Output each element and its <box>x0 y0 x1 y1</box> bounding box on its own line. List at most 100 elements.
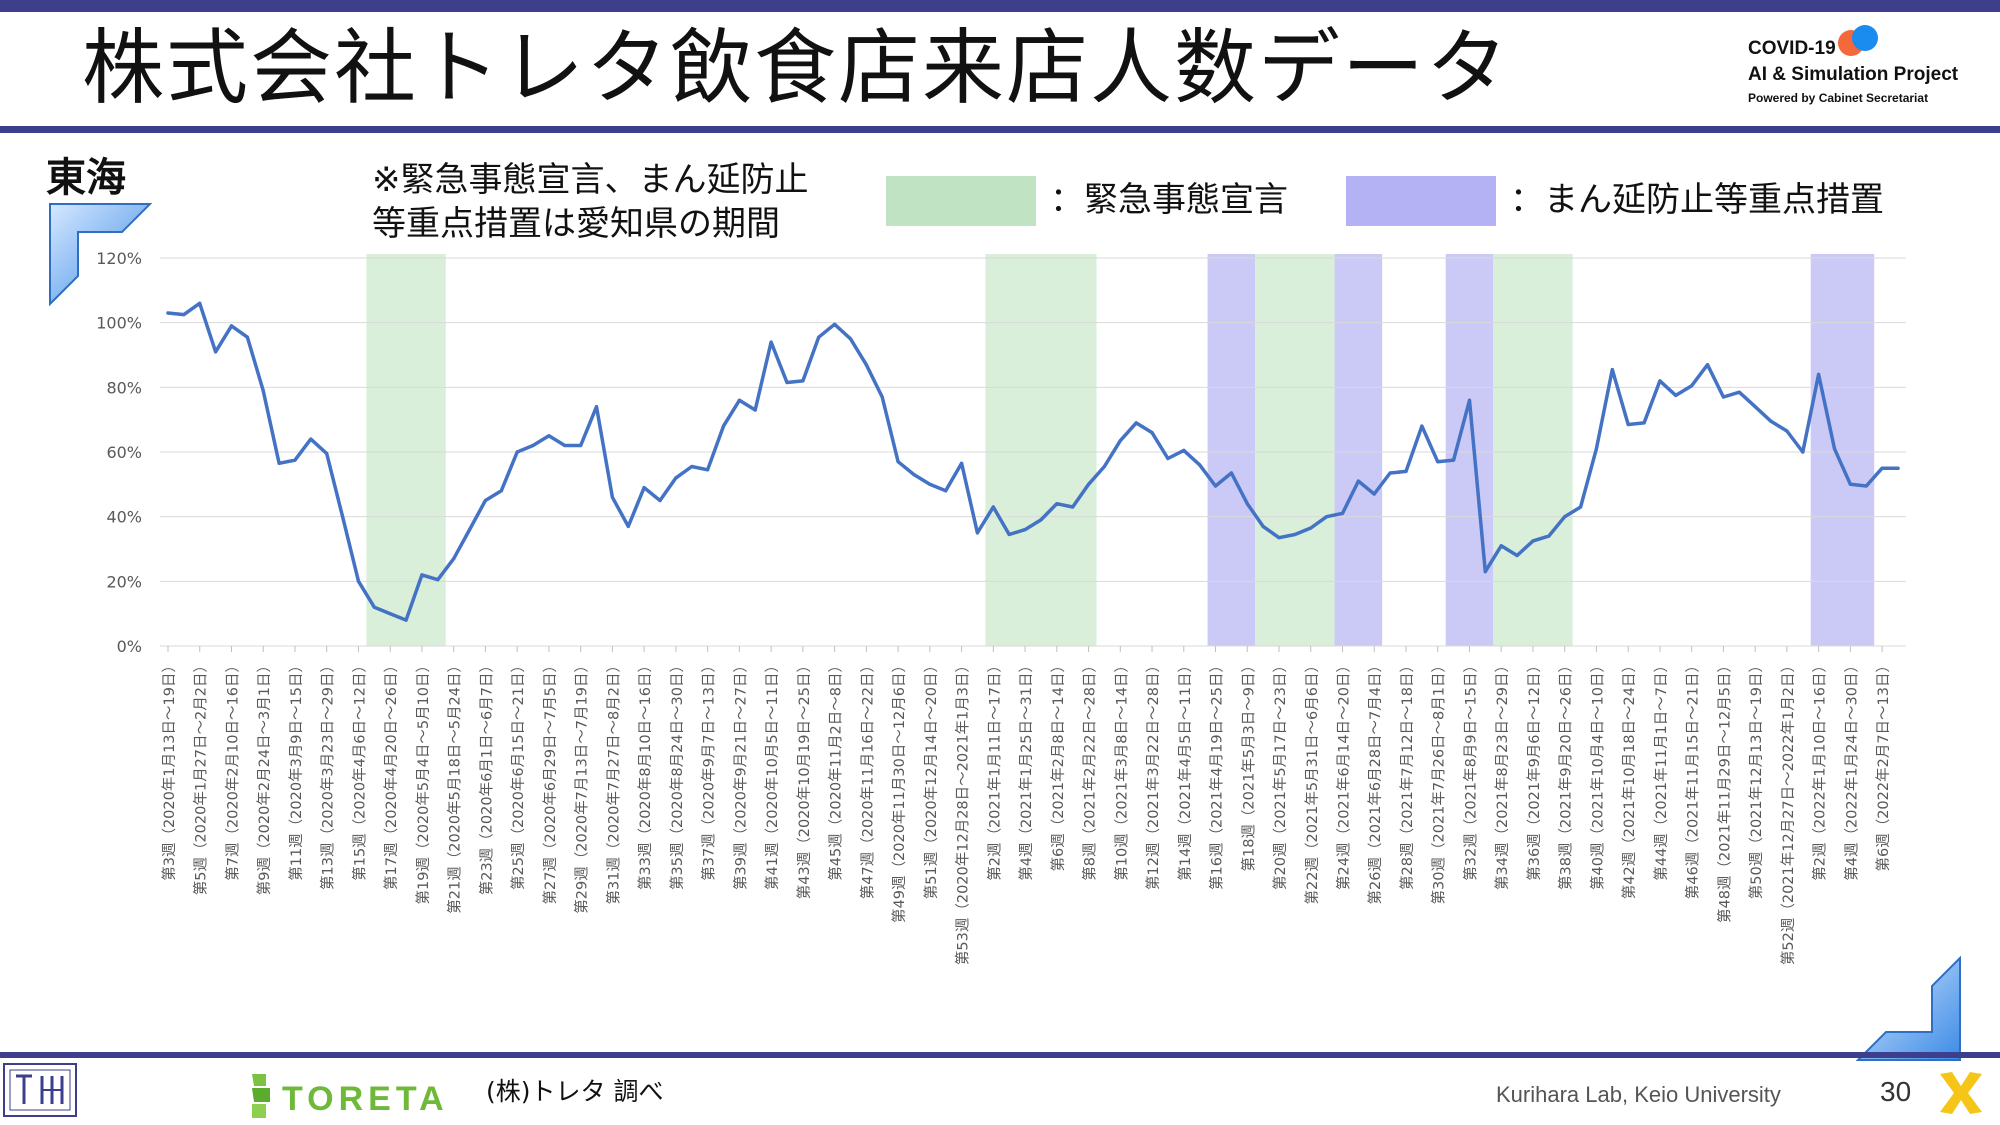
chart-x-tick-label: 第20週（2021年5月17日～23日） <box>1271 658 1289 890</box>
chart-point <box>1578 505 1583 509</box>
chart-x-tick-label: 第49週（2020年11月30日～12月6日） <box>890 658 908 923</box>
chart-point <box>325 452 329 456</box>
chart-point <box>610 495 615 499</box>
chart-x-tick-label: 第40週（2021年10月4日～10日） <box>1588 658 1606 890</box>
chart-point <box>261 388 265 393</box>
chart-point <box>769 340 773 344</box>
chart-x-tick-label: 第45週（2020年11月2日～8日） <box>827 658 845 881</box>
chart-point <box>356 579 361 583</box>
chart-points <box>166 301 1900 622</box>
chart-point <box>1007 532 1011 537</box>
chart-band-priority-2 <box>1207 254 1256 646</box>
chart-x-tick-label: 第2週（2021年1月11日～17日） <box>985 658 1003 881</box>
chart-point <box>579 443 583 448</box>
chart-point <box>1769 419 1773 423</box>
chart-point <box>277 461 281 465</box>
chart-point <box>1499 544 1503 548</box>
chart-point <box>563 443 567 448</box>
chart-x-tick-label: 第48週（2021年11月29日～12月5日） <box>1715 658 1733 923</box>
chart-x-tick-label: 第23週（2020年6月1日～6月7日） <box>477 658 495 895</box>
chart-x-tick-label: 第8週（2021年2月22日～28日） <box>1081 658 1099 881</box>
chart-point <box>1705 363 1710 367</box>
project-name-line1: COVID-19 <box>1748 38 1836 59</box>
chart-point <box>1309 526 1313 530</box>
region-label: 東海 <box>46 155 126 201</box>
toreta-leaf-icon <box>252 1074 270 1118</box>
chart-y-tick-label: 20% <box>106 572 142 591</box>
chart-point <box>1055 502 1059 506</box>
chart-x-tick-label: 第24週（2021年6月14日～20日） <box>1334 658 1352 890</box>
chart-x-tick-label: 第42週（2021年10月18日～24日） <box>1620 658 1638 899</box>
top-accent-bar <box>0 0 2000 12</box>
chart-band-emergency-6 <box>1493 254 1573 646</box>
chart-point <box>1198 463 1202 467</box>
chart-point <box>1515 553 1519 558</box>
chart-point <box>1420 424 1424 428</box>
chart-point <box>1356 479 1360 483</box>
chart-x-tick-label: 第10週（2021年3月8日～14日） <box>1112 658 1130 881</box>
chart-y-axis: 0% 20% 40% 60% 80% 100% 120% <box>96 249 142 656</box>
chart-x-tick-label: 第53週（2020年12月28日～2021年1月3日） <box>954 658 972 965</box>
chart-x-tick-label: 第19週（2020年5月4日～5月10日） <box>414 658 432 904</box>
chart-point <box>1388 471 1392 475</box>
chart-point <box>1896 466 1900 470</box>
legend-priority-label: ：まん延防止等重点措置 <box>1510 180 1884 220</box>
chart-point <box>1753 405 1757 409</box>
chart-point <box>1594 447 1599 451</box>
chart-point <box>452 557 456 561</box>
chart-point <box>531 443 535 448</box>
chart-point <box>1229 471 1233 475</box>
chart-point <box>293 458 297 462</box>
chart-x-tick-label: 第3週（2020年1月13日～19日） <box>160 658 178 881</box>
chart-point <box>1547 534 1551 538</box>
chart-point <box>1039 518 1043 522</box>
chart-x-tick-label: 第15週（2020年4月6日～12日） <box>350 658 368 881</box>
chart-point <box>642 485 646 490</box>
chart-x-tick-label: 第25週（2020年6月15日～21日） <box>509 658 527 890</box>
chart-point <box>1610 367 1614 372</box>
x-logo-icon <box>1940 1072 1982 1114</box>
chart-point <box>1483 570 1487 574</box>
chart-point <box>499 489 503 493</box>
chart-x-tick-label: 第44週（2021年11月1日～7日） <box>1652 658 1670 881</box>
chart-point <box>1134 421 1138 425</box>
chart-point <box>706 468 710 472</box>
chart-bands <box>366 254 1875 646</box>
chart-point <box>1213 484 1218 488</box>
chart-point <box>515 450 519 454</box>
chart-point <box>1642 421 1646 425</box>
page-number: 30 <box>1880 1076 1912 1107</box>
chart-point <box>436 578 440 582</box>
chart-point <box>690 464 694 469</box>
chart-point <box>1023 528 1027 532</box>
page-title: 株式会社トレタ飲食店来店人数データ <box>82 21 1511 116</box>
chart-x-tick-label: 第5週（2020年1月27日～2月2日） <box>192 658 210 895</box>
chart-point <box>372 605 376 609</box>
chart-point <box>1531 539 1535 543</box>
chart-x-tick-label: 第43週（2020年10月19日～25日） <box>795 658 813 899</box>
chart-point <box>182 312 186 317</box>
chart-point <box>245 335 249 339</box>
chart-x-tick-label: 第18週（2021年5月3日～9日） <box>1239 658 1257 872</box>
chart-x-tick-label: 第13週（2020年3月23日～29日） <box>319 658 337 890</box>
chart-point <box>1626 422 1630 427</box>
chart-y-tick-label: 100% <box>96 314 142 333</box>
chart-x-tick-label: 第34週（2021年8月23日～29日） <box>1493 658 1511 890</box>
chart-x-tick-label: 第11週（2020年3月9日～15日） <box>287 658 305 881</box>
chart-series-line <box>166 301 1900 622</box>
chart-point <box>848 337 853 341</box>
chart-point <box>1848 482 1852 486</box>
chart-point <box>1277 536 1281 540</box>
chart-x-tick-label: 第31週（2020年7月27日～8月2日） <box>604 658 622 904</box>
chart-y-tick-label: 80% <box>106 378 142 397</box>
chart-gridlines <box>160 257 1906 647</box>
lab-credit: Kurihara Lab, Keio University <box>1496 1082 1781 1107</box>
chart-x-tick-label: 第12週（2021年3月22日～28日） <box>1144 658 1162 890</box>
chart-y-tick-label: 60% <box>106 443 142 462</box>
chart-point <box>404 618 408 622</box>
chart-point <box>1674 393 1678 398</box>
chart-x-tick-label: 第9週（2020年2月24日～3月1日） <box>255 658 273 895</box>
project-logo: COVID-19 AI & Simulation Project Powered… <box>1748 36 1958 108</box>
legend-emergency-label: ：緊急事態宣言 <box>1050 180 1288 220</box>
